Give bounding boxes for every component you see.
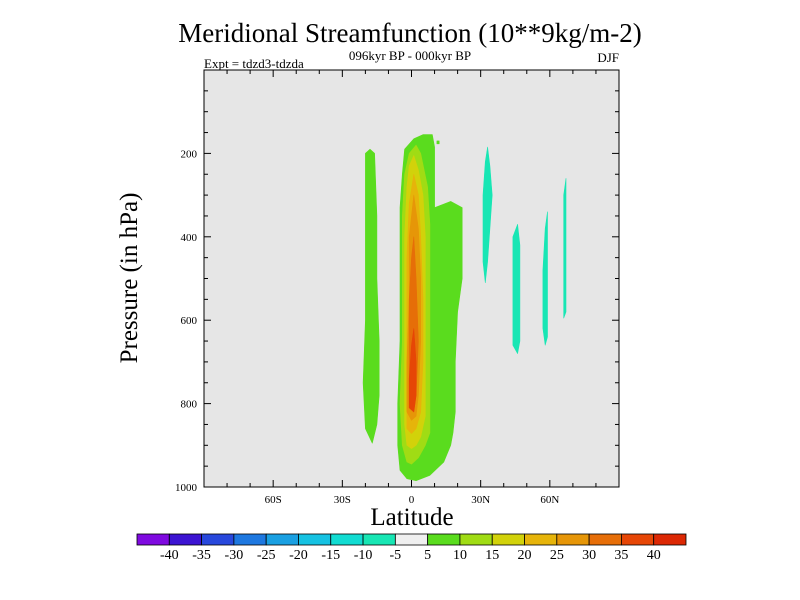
colorbar-label: -30 — [225, 548, 244, 563]
colorbar-swatch — [362, 533, 396, 546]
colorbar-label: 15 — [485, 548, 499, 563]
colorbar-swatch — [621, 533, 655, 546]
colorbar-label: -20 — [289, 548, 308, 563]
contour-main-cell-35 — [408, 328, 417, 413]
colorbar-label: 30 — [582, 548, 596, 563]
contour-nh-negative-3 — [542, 211, 548, 346]
colorbar-swatch — [556, 533, 590, 546]
colorbar-label: 20 — [518, 548, 532, 563]
x-tick-label: 60N — [540, 494, 559, 506]
y-axis-title: Pressure (in hPa) — [116, 193, 143, 364]
colorbar-swatch — [233, 533, 267, 546]
colorbar-swatch — [491, 533, 525, 546]
contour-nh-negative-2 — [512, 224, 521, 354]
colorbar-swatch — [588, 533, 622, 546]
x-tick-label: 0 — [409, 494, 415, 506]
y-tick-label: 800 — [181, 399, 198, 411]
x-tick-label: 60S — [265, 494, 282, 506]
colorbar-swatch — [201, 533, 235, 546]
colorbar-label: -15 — [321, 548, 340, 563]
colorbar-label: -5 — [390, 548, 402, 563]
contour-regions — [362, 134, 567, 482]
y-tick-label: 600 — [181, 315, 198, 327]
colorbar-label: 10 — [453, 548, 467, 563]
chart-subtitle-expt: Expt = tdzd3-tdzda — [204, 56, 304, 71]
contour-sh-positive-lobe — [362, 148, 380, 444]
contour-nh-negative-1 — [482, 146, 493, 284]
colorbar-swatch — [459, 533, 493, 546]
y-tick-label: 400 — [181, 232, 198, 244]
colorbar-label: -25 — [257, 548, 276, 563]
colorbar-swatch — [265, 533, 299, 546]
colorbar-label: 5 — [424, 548, 431, 563]
colorbar-swatch — [298, 533, 332, 546]
y-tick-label: 200 — [181, 148, 198, 160]
colorbar-swatch — [653, 533, 687, 546]
axis-ticks: 200 400 600 800 1000 60S 30S 0 30N 60N — [175, 70, 619, 506]
colorbar-label: -10 — [354, 548, 373, 563]
y-tick-label: 1000 — [175, 482, 198, 494]
colorbar-label: 25 — [550, 548, 564, 563]
colorbar-swatch — [524, 533, 558, 546]
colorbar-label: -40 — [160, 548, 179, 563]
x-axis-title: Latitude — [370, 504, 453, 531]
colorbar-label: 35 — [614, 548, 628, 563]
colorbar-swatch — [168, 533, 202, 546]
chart-title: Meridional Streamfunction (10**9kg/m-2) — [178, 18, 641, 48]
x-tick-label: 30S — [334, 494, 351, 506]
colorbar-swatch — [427, 533, 461, 546]
colorbar-swatch — [330, 533, 364, 546]
colorbar: -40 -35 -30 -25 -20 -15 -10 -5 5 10 15 20 25 30 35 40 — [136, 533, 687, 563]
colorbar-swatch — [136, 533, 170, 546]
colorbar-label: 40 — [647, 548, 661, 563]
chart-subtitle-season: DJF — [597, 50, 619, 65]
chart-subtitle-period: 096kyr BP - 000kyr BP — [349, 48, 471, 63]
contour-nh-speck — [436, 140, 440, 145]
colorbar-label: -35 — [192, 548, 211, 563]
x-tick-label: 30N — [471, 494, 490, 506]
colorbar-swatch — [394, 533, 429, 546]
contour-nh-negative-4 — [563, 178, 567, 319]
